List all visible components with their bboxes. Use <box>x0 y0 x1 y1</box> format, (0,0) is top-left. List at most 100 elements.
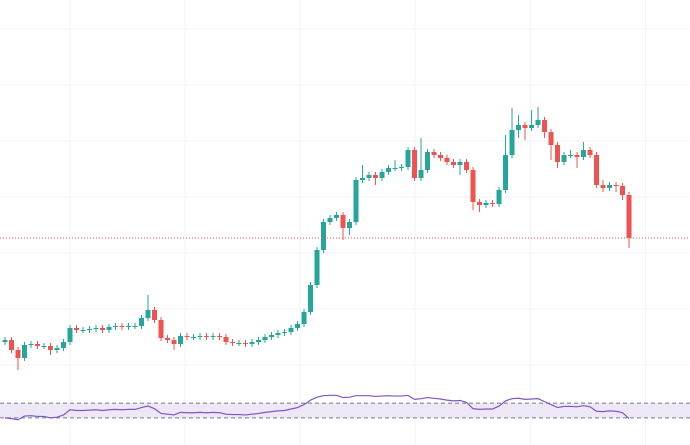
candle-body <box>158 320 164 338</box>
candle-body <box>249 342 255 344</box>
candle-body <box>516 125 522 130</box>
candle-body <box>412 150 418 178</box>
candle-body <box>275 333 281 335</box>
candle-body <box>405 150 411 167</box>
candle-body <box>256 340 262 342</box>
candle-body <box>626 195 632 238</box>
candle-body <box>48 346 54 350</box>
candle-body <box>607 185 613 188</box>
candle-body <box>314 250 320 285</box>
candle-body <box>288 328 294 332</box>
candle-body <box>197 336 203 337</box>
candle-body <box>574 155 580 157</box>
candle-body <box>171 340 177 344</box>
candle-body <box>243 343 249 344</box>
candle-body <box>444 158 450 162</box>
candle-body <box>308 285 314 312</box>
candle-body <box>464 162 470 170</box>
candle-body <box>509 130 515 155</box>
candle-body <box>418 170 424 178</box>
candle-body <box>321 222 327 250</box>
candle-body <box>113 326 119 327</box>
candle-body <box>35 344 41 346</box>
candle-body <box>191 337 197 338</box>
candle-body <box>581 150 587 157</box>
candle-body <box>477 202 483 205</box>
candle-body <box>262 337 268 340</box>
candle-body <box>386 168 392 172</box>
candle-body <box>282 332 288 333</box>
candle-body <box>522 125 528 128</box>
candle-body <box>490 203 496 204</box>
candle-body <box>613 185 619 186</box>
candle-body <box>28 344 34 345</box>
candle-body <box>217 336 223 337</box>
candle-body <box>470 170 476 202</box>
indicator-line <box>4 394 630 421</box>
candle-body <box>93 328 99 329</box>
candle-body <box>9 340 15 350</box>
candle-body <box>15 350 21 358</box>
candle-body <box>600 185 606 188</box>
candle-body <box>399 167 405 168</box>
candle-body <box>74 328 80 330</box>
candle-body <box>340 215 346 228</box>
candle-body <box>230 342 236 343</box>
candle-body <box>353 180 359 222</box>
candle-body <box>561 155 567 162</box>
candle-body <box>347 222 353 228</box>
candle-body <box>594 155 600 185</box>
candle-body <box>366 175 372 178</box>
candle-body <box>165 338 171 340</box>
candle-body <box>620 186 626 195</box>
candle-body <box>184 336 190 337</box>
candle-body <box>360 178 366 180</box>
candle-body <box>327 218 333 222</box>
candle-body <box>483 203 489 205</box>
candle-body <box>269 335 275 337</box>
candle-body <box>178 336 184 344</box>
candle-body <box>22 345 28 358</box>
candle-body <box>334 215 340 218</box>
candle-body <box>67 328 73 342</box>
candle-body <box>126 326 132 327</box>
candle-body <box>438 155 444 158</box>
candle-body <box>87 329 93 330</box>
candle-body <box>139 318 145 326</box>
candle-body <box>535 120 541 125</box>
candle-body <box>2 340 8 342</box>
candle-body <box>236 343 242 344</box>
candle-body <box>548 132 554 145</box>
candle-body <box>529 125 535 128</box>
candle-body <box>496 190 502 204</box>
candle-body <box>431 152 437 155</box>
candle-body <box>542 120 548 132</box>
candle-body <box>568 155 574 156</box>
candle-body <box>587 150 593 155</box>
candle-body <box>132 326 138 327</box>
candle-body <box>555 145 561 162</box>
candle-body <box>204 336 210 337</box>
candle-body <box>100 328 106 330</box>
candle-body <box>61 342 67 348</box>
candle-body <box>106 327 112 330</box>
candle-body <box>301 312 307 324</box>
candle-body <box>503 155 509 190</box>
candle-body <box>373 175 379 178</box>
candle-body <box>425 152 431 170</box>
candle-body <box>210 336 216 337</box>
candle-body <box>379 172 385 178</box>
candle-body <box>54 348 60 350</box>
candle-body <box>152 310 158 320</box>
candle-body <box>223 337 229 342</box>
candle-body <box>457 162 463 165</box>
candle-body <box>145 310 151 318</box>
candle-body <box>451 162 457 165</box>
candle-body <box>119 326 125 327</box>
candle-body <box>80 330 86 331</box>
candle-body <box>295 324 301 328</box>
candle-body <box>392 168 398 169</box>
candle-body <box>41 346 47 347</box>
